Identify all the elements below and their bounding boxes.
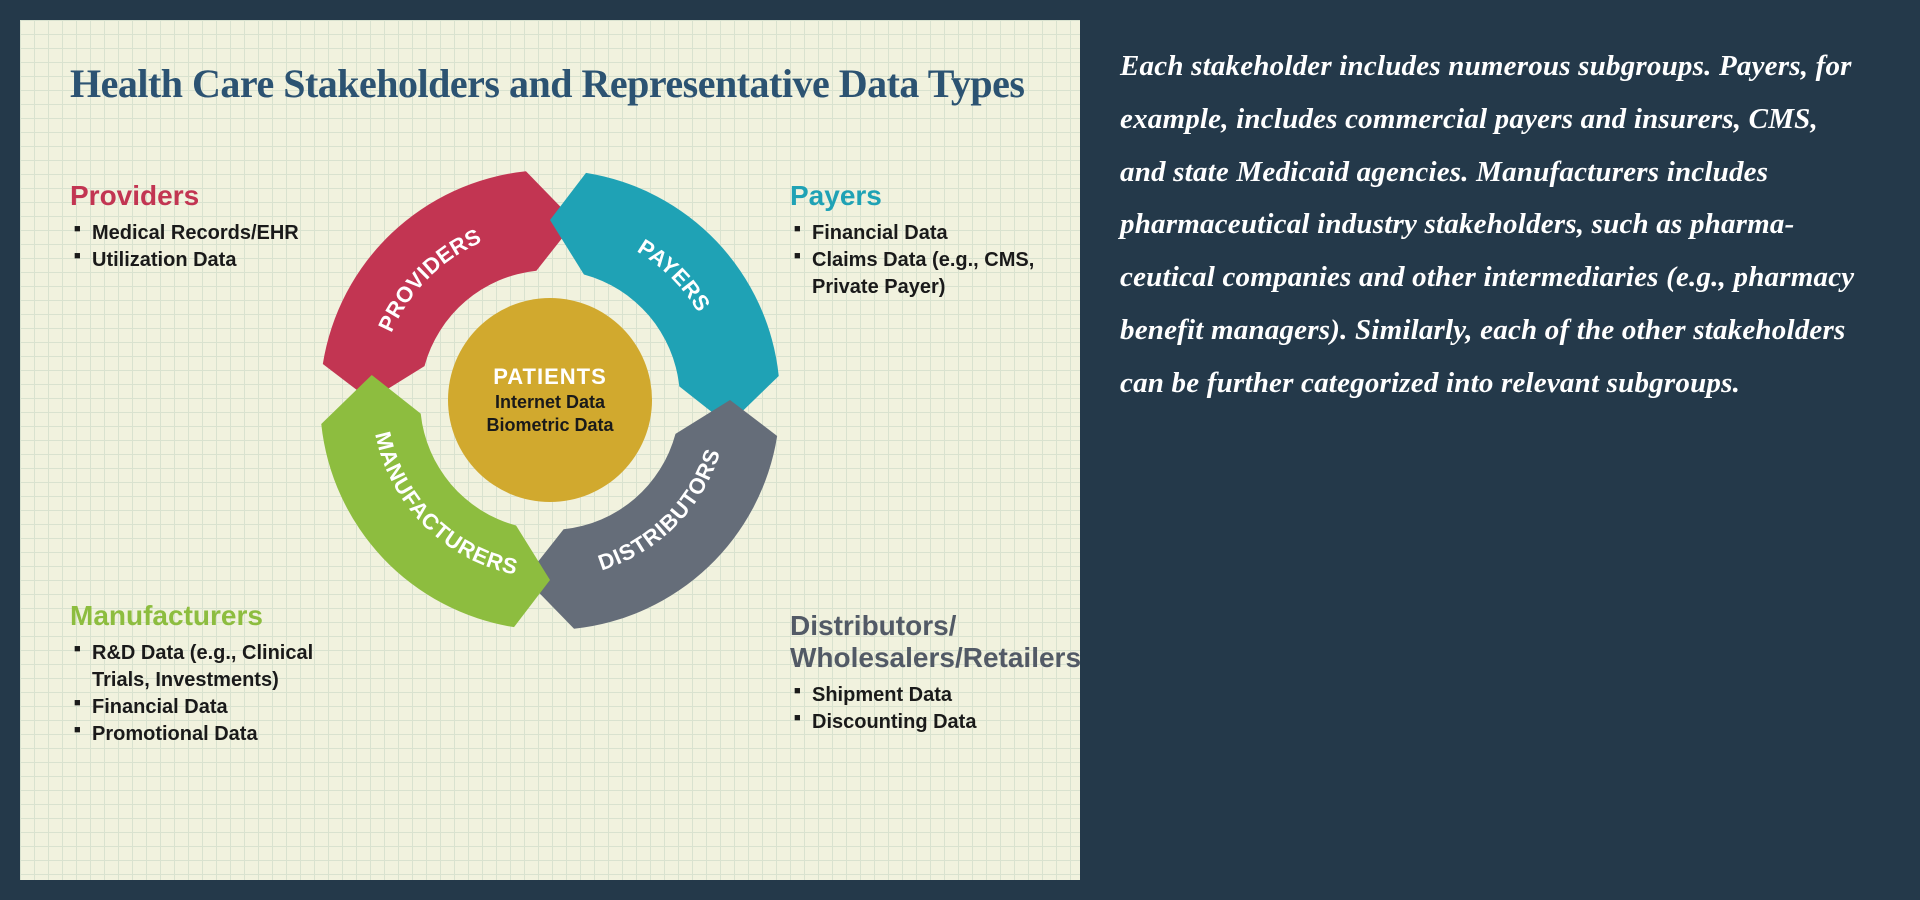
diagram-panel: Health Care Stakeholders and Representat…	[20, 20, 1080, 880]
callout-heading: Manufacturers	[70, 600, 334, 632]
callout-heading: Distributors/ Wholesalers/Retailers	[790, 610, 1070, 674]
list-item: R&D Data (e.g., Clinical Trials, Investm…	[74, 640, 334, 694]
callout-heading: Providers	[70, 180, 299, 212]
center-patients: PATIENTS Internet DataBiometric Data	[448, 298, 652, 502]
list-item: Financial Data	[74, 694, 334, 721]
callout-distributors: Distributors/ Wholesalers/Retailers Shipm…	[790, 610, 1070, 736]
page-title: Health Care Stakeholders and Representat…	[70, 60, 1024, 107]
callout-providers: Providers Medical Records/EHRUtilization …	[70, 180, 299, 274]
list-item: Promotional Data	[74, 721, 334, 748]
callout-list: Shipment DataDiscounting Data	[790, 682, 1070, 736]
list-item: Medical Records/EHR	[74, 220, 299, 247]
ring-diagram: PROVIDERSPAYERSDISTRIBUTORSMANUFACTURERS…	[300, 150, 800, 650]
callout-payers: Payers Financial DataClaims Data (e.g., C…	[790, 180, 1054, 301]
center-line: Biometric Data	[486, 415, 613, 436]
center-line: Internet Data	[495, 392, 605, 413]
callout-list: R&D Data (e.g., Clinical Trials, Investm…	[70, 640, 334, 748]
callout-manufacturers: Manufacturers R&D Data (e.g., Clinical Tr…	[70, 600, 334, 748]
center-title: PATIENTS	[493, 364, 607, 390]
list-item: Utilization Data	[74, 247, 299, 274]
list-item: Shipment Data	[794, 682, 1054, 709]
callout-list: Financial DataClaims Data (e.g., CMS, Pr…	[790, 220, 1054, 301]
sidebar-text: Each stakeholder includes numerous subgr…	[1080, 0, 1920, 900]
callout-heading: Payers	[790, 180, 1054, 212]
list-item: Financial Data	[794, 220, 1054, 247]
list-item: Discounting Data	[794, 709, 1054, 736]
list-item: Claims Data (e.g., CMS, Private Payer)	[794, 247, 1054, 301]
callout-list: Medical Records/EHRUtilization Data	[70, 220, 299, 274]
